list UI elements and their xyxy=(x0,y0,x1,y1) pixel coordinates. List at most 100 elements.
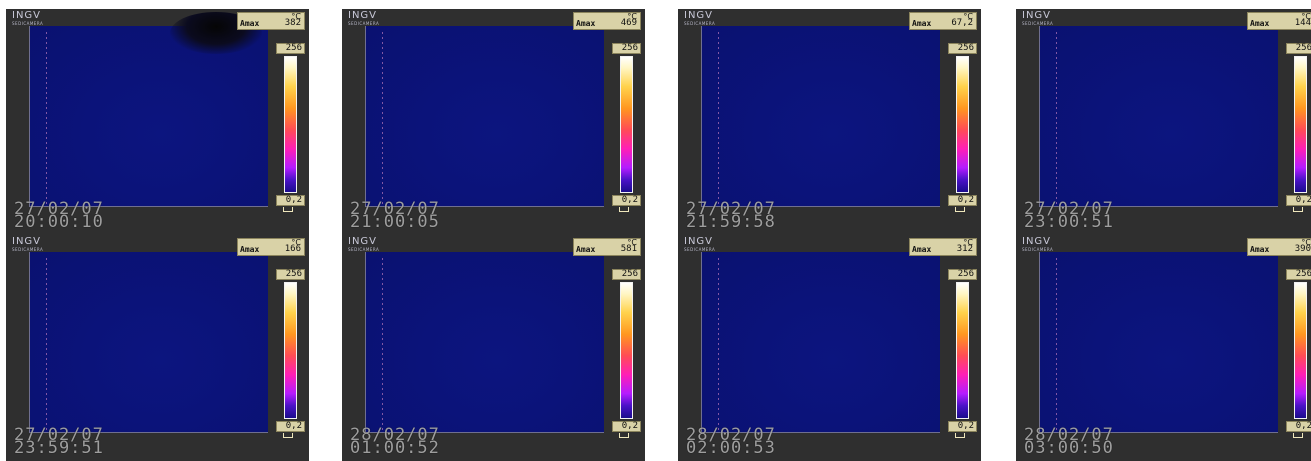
amax-value: 390 xyxy=(1294,244,1311,254)
scale-bottom-label: 0,2 xyxy=(276,195,305,206)
thermal-frame-4: INGV SEDICAMERA °C Amax 144 256 0,2 27/0… xyxy=(1016,9,1311,235)
brand-sub-label: SEDICAMERA xyxy=(12,247,44,252)
thermal-image-area xyxy=(701,26,940,207)
scale-top-label: 256 xyxy=(948,43,977,54)
scale-top-label: 256 xyxy=(612,43,641,54)
temperature-unit: °C xyxy=(1301,238,1311,247)
scale-bottom-label: 0,2 xyxy=(1286,421,1311,432)
timestamp-date: 27/02/07 xyxy=(14,199,104,219)
thermal-frame-8: INGV SEDICAMERA °C Amax 390 256 0,2 28/0… xyxy=(1016,235,1311,461)
amax-label: Amax xyxy=(1250,19,1270,28)
thermal-image-area xyxy=(701,252,940,433)
thermal-image-area xyxy=(1039,26,1278,207)
max-temperature-box: °C Amax 382 xyxy=(237,12,305,30)
thermal-image-area xyxy=(29,252,268,433)
max-temperature-box: °C Amax 390 xyxy=(1247,238,1311,256)
temperature-scale-bar xyxy=(284,56,297,193)
thermal-image-area xyxy=(1039,252,1278,433)
temperature-unit: °C xyxy=(627,12,637,21)
brand-label: INGV xyxy=(684,236,714,247)
max-temperature-box: °C Amax 67,2 xyxy=(909,12,977,30)
brand-label: INGV xyxy=(1022,236,1052,247)
brand-label: INGV xyxy=(684,10,714,21)
timestamp-date: 28/02/07 xyxy=(350,425,440,445)
scale-base-marker xyxy=(1293,207,1303,212)
temperature-unit: °C xyxy=(963,12,973,21)
amax-value: 312 xyxy=(956,244,973,254)
thermal-frame-2: INGV SEDICAMERA °C Amax 469 256 0,2 27/0… xyxy=(342,9,645,235)
brand-sub-label: SEDICAMERA xyxy=(684,247,716,252)
scale-bottom-label: 0,2 xyxy=(1286,195,1311,206)
timestamp-date: 28/02/07 xyxy=(1024,425,1114,445)
scale-top-label: 256 xyxy=(1286,43,1311,54)
temperature-scale-bar xyxy=(956,282,969,419)
scale-top-label: 256 xyxy=(1286,269,1311,280)
brand-label: INGV xyxy=(348,236,378,247)
scale-top-label: 256 xyxy=(276,43,305,54)
thermal-frame-7: INGV SEDICAMERA °C Amax 312 256 0,2 28/0… xyxy=(678,235,981,461)
scale-base-marker xyxy=(955,433,965,438)
max-temperature-box: °C Amax 312 xyxy=(909,238,977,256)
thermal-frame-1: INGV SEDICAMERA °C Amax 382 256 0,2 27/0… xyxy=(6,9,309,235)
timestamp-time: 03:00:50 xyxy=(1024,438,1114,458)
brand-sub-label: SEDICAMERA xyxy=(348,247,380,252)
scale-base-marker xyxy=(619,433,629,438)
temperature-scale-bar xyxy=(284,282,297,419)
amax-label: Amax xyxy=(576,245,596,254)
brand-sub-label: SEDICAMERA xyxy=(12,21,44,26)
amax-value: 581 xyxy=(620,244,637,254)
amax-value: 144 xyxy=(1294,18,1311,28)
scale-bottom-label: 0,2 xyxy=(612,421,641,432)
scale-base-marker xyxy=(283,433,293,438)
timestamp-time: 23:00:51 xyxy=(1024,212,1114,232)
timestamp-time: 23:59:51 xyxy=(14,438,104,458)
timestamp-date: 27/02/07 xyxy=(14,425,104,445)
max-temperature-box: °C Amax 166 xyxy=(237,238,305,256)
amax-value: 382 xyxy=(284,18,301,28)
scale-bottom-label: 0,2 xyxy=(948,421,977,432)
temperature-unit: °C xyxy=(291,12,301,21)
timestamp-date: 27/02/07 xyxy=(1024,199,1114,219)
timestamp-date: 28/02/07 xyxy=(686,425,776,445)
timestamp-time: 21:59:58 xyxy=(686,212,776,232)
timestamp-time: 20:00:10 xyxy=(14,212,104,232)
amax-label: Amax xyxy=(240,245,260,254)
timestamp-time: 02:00:53 xyxy=(686,438,776,458)
brand-label: INGV xyxy=(348,10,378,21)
thermal-image-area xyxy=(29,12,268,207)
scale-top-label: 256 xyxy=(276,269,305,280)
temperature-scale-bar xyxy=(620,56,633,193)
scale-base-marker xyxy=(955,207,965,212)
scale-base-marker xyxy=(619,207,629,212)
temperature-unit: °C xyxy=(963,238,973,247)
brand-label: INGV xyxy=(1022,10,1052,21)
temperature-unit: °C xyxy=(1301,12,1311,21)
amax-value: 469 xyxy=(620,18,637,28)
max-temperature-box: °C Amax 144 xyxy=(1247,12,1311,30)
scale-bottom-label: 0,2 xyxy=(276,421,305,432)
amax-label: Amax xyxy=(912,19,932,28)
scale-top-label: 256 xyxy=(612,269,641,280)
thermal-frame-6: INGV SEDICAMERA °C Amax 581 256 0,2 28/0… xyxy=(342,235,645,461)
timestamp-time: 21:00:05 xyxy=(350,212,440,232)
max-temperature-box: °C Amax 581 xyxy=(573,238,641,256)
brand-label: INGV xyxy=(12,236,42,247)
amax-label: Amax xyxy=(240,19,260,28)
temperature-scale-bar xyxy=(1294,282,1307,419)
timestamp-time: 01:00:52 xyxy=(350,438,440,458)
brand-sub-label: SEDICAMERA xyxy=(1022,21,1054,26)
scale-base-marker xyxy=(283,207,293,212)
thermal-frame-5: INGV SEDICAMERA °C Amax 166 256 0,2 27/0… xyxy=(6,235,309,461)
timestamp-date: 27/02/07 xyxy=(350,199,440,219)
amax-value: 166 xyxy=(284,244,301,254)
temperature-scale-bar xyxy=(620,282,633,419)
temperature-scale-bar xyxy=(1294,56,1307,193)
brand-sub-label: SEDICAMERA xyxy=(684,21,716,26)
temperature-unit: °C xyxy=(627,238,637,247)
scale-top-label: 256 xyxy=(948,269,977,280)
brand-sub-label: SEDICAMERA xyxy=(348,21,380,26)
thermal-frame-3: INGV SEDICAMERA °C Amax 67,2 256 0,2 27/… xyxy=(678,9,981,235)
amax-value: 67,2 xyxy=(951,18,973,28)
amax-label: Amax xyxy=(912,245,932,254)
scale-bottom-label: 0,2 xyxy=(612,195,641,206)
